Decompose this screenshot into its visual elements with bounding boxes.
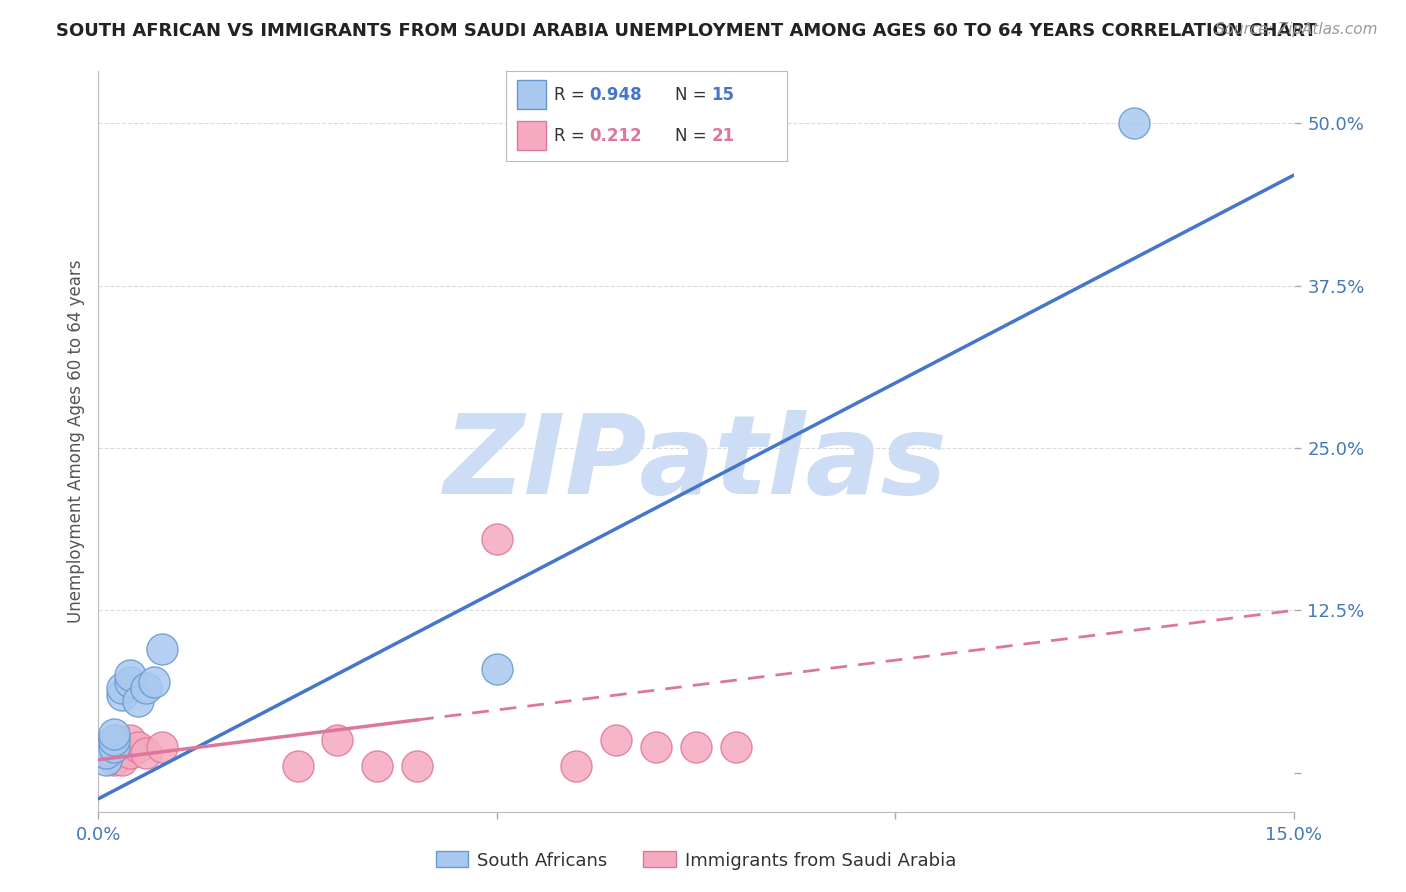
Point (103, 733, 125, 747)
Text: Source: ZipAtlas.com: Source: ZipAtlas.com (1215, 22, 1378, 37)
Point (103, 739, 125, 754)
Point (150, 642, 173, 657)
Text: R =: R = (554, 86, 591, 103)
Text: 15: 15 (711, 86, 734, 103)
Text: N =: N = (675, 127, 711, 145)
Y-axis label: Unemployment Among Ages 60 to 64 years: Unemployment Among Ages 60 to 64 years (66, 260, 84, 624)
Point (406, 759, 429, 773)
Point (135, 746, 157, 760)
Point (96, 746, 118, 760)
Text: 0.212: 0.212 (589, 127, 641, 145)
Text: ZIPatlas: ZIPatlas (444, 410, 948, 517)
Point (645, 739, 668, 754)
FancyBboxPatch shape (517, 121, 546, 150)
Point (120, 746, 142, 760)
Point (366, 759, 388, 773)
Point (485, 532, 508, 546)
Point (120, 733, 142, 747)
FancyBboxPatch shape (517, 80, 546, 109)
Point (287, 759, 309, 773)
Point (103, 727, 125, 741)
Point (605, 733, 627, 747)
Point (103, 753, 125, 767)
Point (485, 662, 508, 676)
Point (103, 733, 125, 747)
Point (111, 739, 134, 754)
Point (565, 759, 588, 773)
Text: R =: R = (554, 127, 591, 145)
Point (120, 674, 142, 689)
Point (111, 753, 134, 767)
Legend: South Africans, Immigrants from Saudi Arabia: South Africans, Immigrants from Saudi Ar… (429, 844, 963, 877)
Point (143, 674, 166, 689)
Text: SOUTH AFRICAN VS IMMIGRANTS FROM SAUDI ARABIA UNEMPLOYMENT AMONG AGES 60 TO 64 Y: SOUTH AFRICAN VS IMMIGRANTS FROM SAUDI A… (56, 22, 1317, 40)
Point (96, 739, 118, 754)
Point (120, 668, 142, 682)
Text: N =: N = (675, 86, 711, 103)
Text: 21: 21 (711, 127, 734, 145)
Point (1123, 116, 1146, 130)
Point (724, 739, 747, 754)
Point (685, 739, 707, 754)
Point (111, 688, 134, 702)
Text: 0.948: 0.948 (589, 86, 641, 103)
Point (326, 733, 349, 747)
Point (111, 681, 134, 696)
Point (150, 739, 173, 754)
Point (135, 681, 157, 696)
Point (127, 694, 149, 708)
Point (96, 746, 118, 760)
Point (96, 753, 118, 767)
Point (127, 739, 149, 754)
